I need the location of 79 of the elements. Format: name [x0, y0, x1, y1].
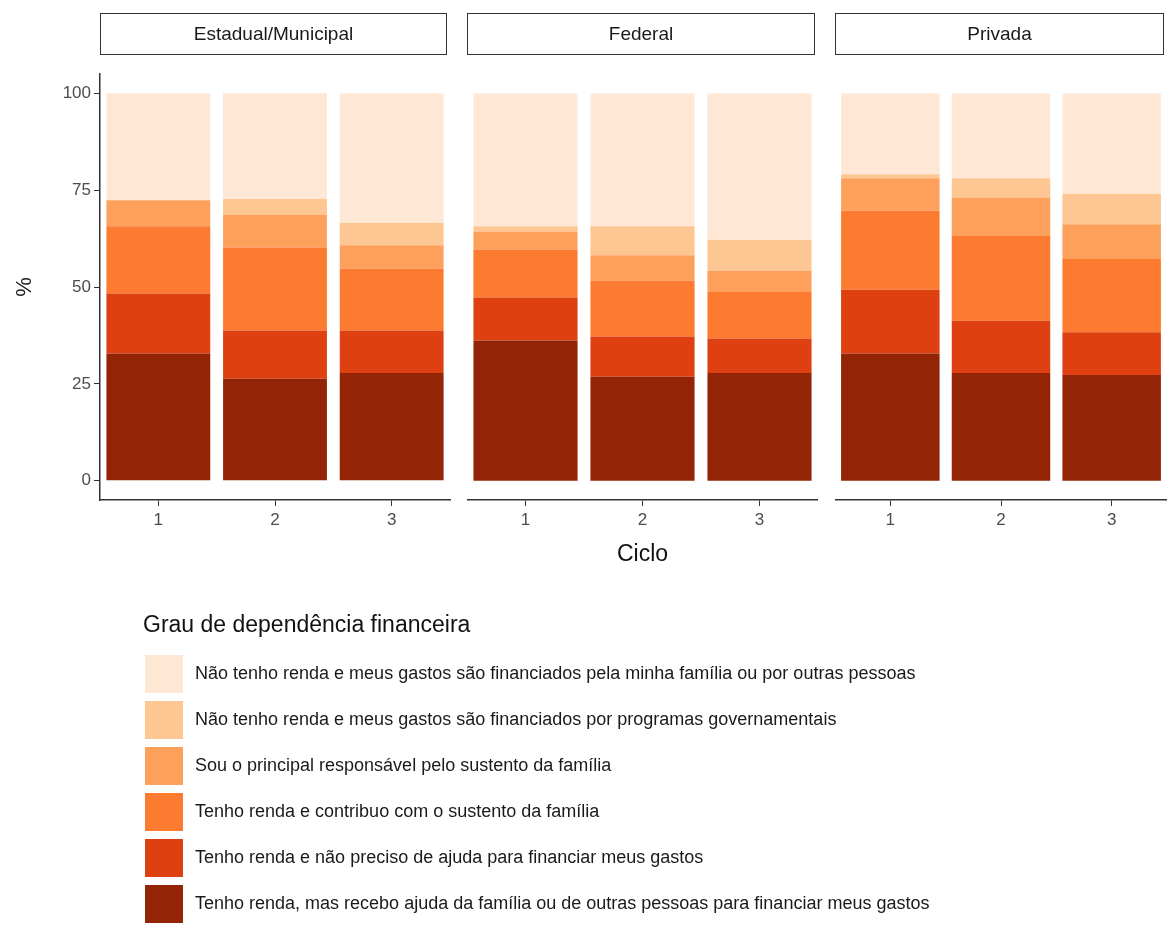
x-tick-label: 2	[270, 509, 280, 529]
bar	[223, 330, 327, 379]
legend-label: Sou o principal responsável pelo sustento da família	[195, 755, 613, 776]
chart-title: Federal	[467, 13, 815, 55]
bar	[106, 93, 211, 201]
bar	[841, 174, 940, 179]
bar	[339, 330, 444, 373]
bar	[339, 222, 444, 246]
bar	[841, 93, 940, 175]
y-tick-label: 50	[72, 276, 91, 296]
chart-title: Privada	[835, 13, 1164, 55]
bar	[951, 320, 1051, 373]
bar	[1062, 374, 1161, 481]
bar	[339, 245, 444, 269]
bar	[473, 226, 578, 232]
x-tick-label: 3	[754, 509, 765, 529]
bar	[1062, 332, 1161, 375]
bar	[590, 255, 695, 281]
bar	[473, 249, 578, 298]
bar	[473, 340, 578, 481]
bar	[841, 289, 940, 354]
bar	[339, 268, 444, 331]
bar	[1062, 93, 1161, 194]
bar	[223, 199, 327, 215]
legend-label: Tenho renda e não preciso de ajuda para financiar meus gastos	[195, 847, 704, 868]
bar	[1062, 193, 1161, 225]
x-tick-label: 3	[386, 509, 397, 529]
y-axis-title: %	[11, 277, 37, 297]
bar	[339, 93, 444, 223]
bar	[707, 338, 812, 373]
y-tick-label: 100	[62, 83, 91, 103]
bar	[951, 93, 1051, 179]
bar	[223, 247, 327, 331]
x-tick-label: 2	[996, 509, 1006, 529]
legend-label: Não tenho renda e meus gastos são financiados pela minha família ou por outras pessoas	[195, 663, 916, 684]
bar	[707, 372, 812, 481]
legend-label: Não tenho renda e meus gastos são financiados por programas governamentais	[195, 709, 837, 730]
x-tick-label: 1	[885, 509, 896, 529]
bar	[223, 93, 327, 200]
bar	[707, 93, 812, 240]
bar	[951, 235, 1051, 321]
y-tick-label: 75	[72, 179, 91, 199]
bar	[590, 336, 695, 377]
bar	[473, 93, 578, 227]
bar	[707, 270, 812, 293]
bar	[841, 178, 940, 211]
bar	[951, 197, 1051, 236]
x-tick-label: 3	[1106, 509, 1117, 529]
bar	[473, 231, 578, 250]
legend-title: Grau de dependência financeira	[143, 610, 471, 637]
y-tick-label: 25	[72, 373, 91, 393]
chart-title: Estadual/Municipal	[100, 13, 447, 55]
y-tick-label: 0	[81, 470, 91, 490]
bar	[590, 226, 695, 256]
bar	[106, 353, 211, 481]
bar	[106, 200, 211, 227]
bar	[106, 226, 211, 294]
bar	[106, 293, 211, 354]
legend-label: Tenho renda e contribuo com o sustento da família	[195, 801, 601, 822]
legend-label: Tenho renda, mas recebo ajuda da família ou de outras pessoas para financiar meus gastos	[195, 893, 930, 914]
bar	[1062, 259, 1161, 333]
bar	[223, 378, 327, 481]
bar	[590, 376, 695, 481]
bar	[707, 292, 812, 339]
bar	[841, 353, 940, 481]
bar	[473, 297, 578, 341]
bar	[707, 239, 812, 271]
bar	[590, 280, 695, 337]
bar	[590, 93, 695, 227]
bar	[223, 214, 327, 248]
bar	[951, 372, 1051, 481]
x-tick-label: 1	[520, 509, 531, 529]
bar	[339, 372, 444, 481]
x-axis-title: Ciclo	[615, 540, 670, 567]
x-tick-label: 2	[637, 509, 648, 529]
x-tick-label: 1	[153, 509, 164, 529]
bar	[1062, 224, 1161, 260]
bar	[951, 178, 1051, 198]
bar	[841, 210, 940, 290]
